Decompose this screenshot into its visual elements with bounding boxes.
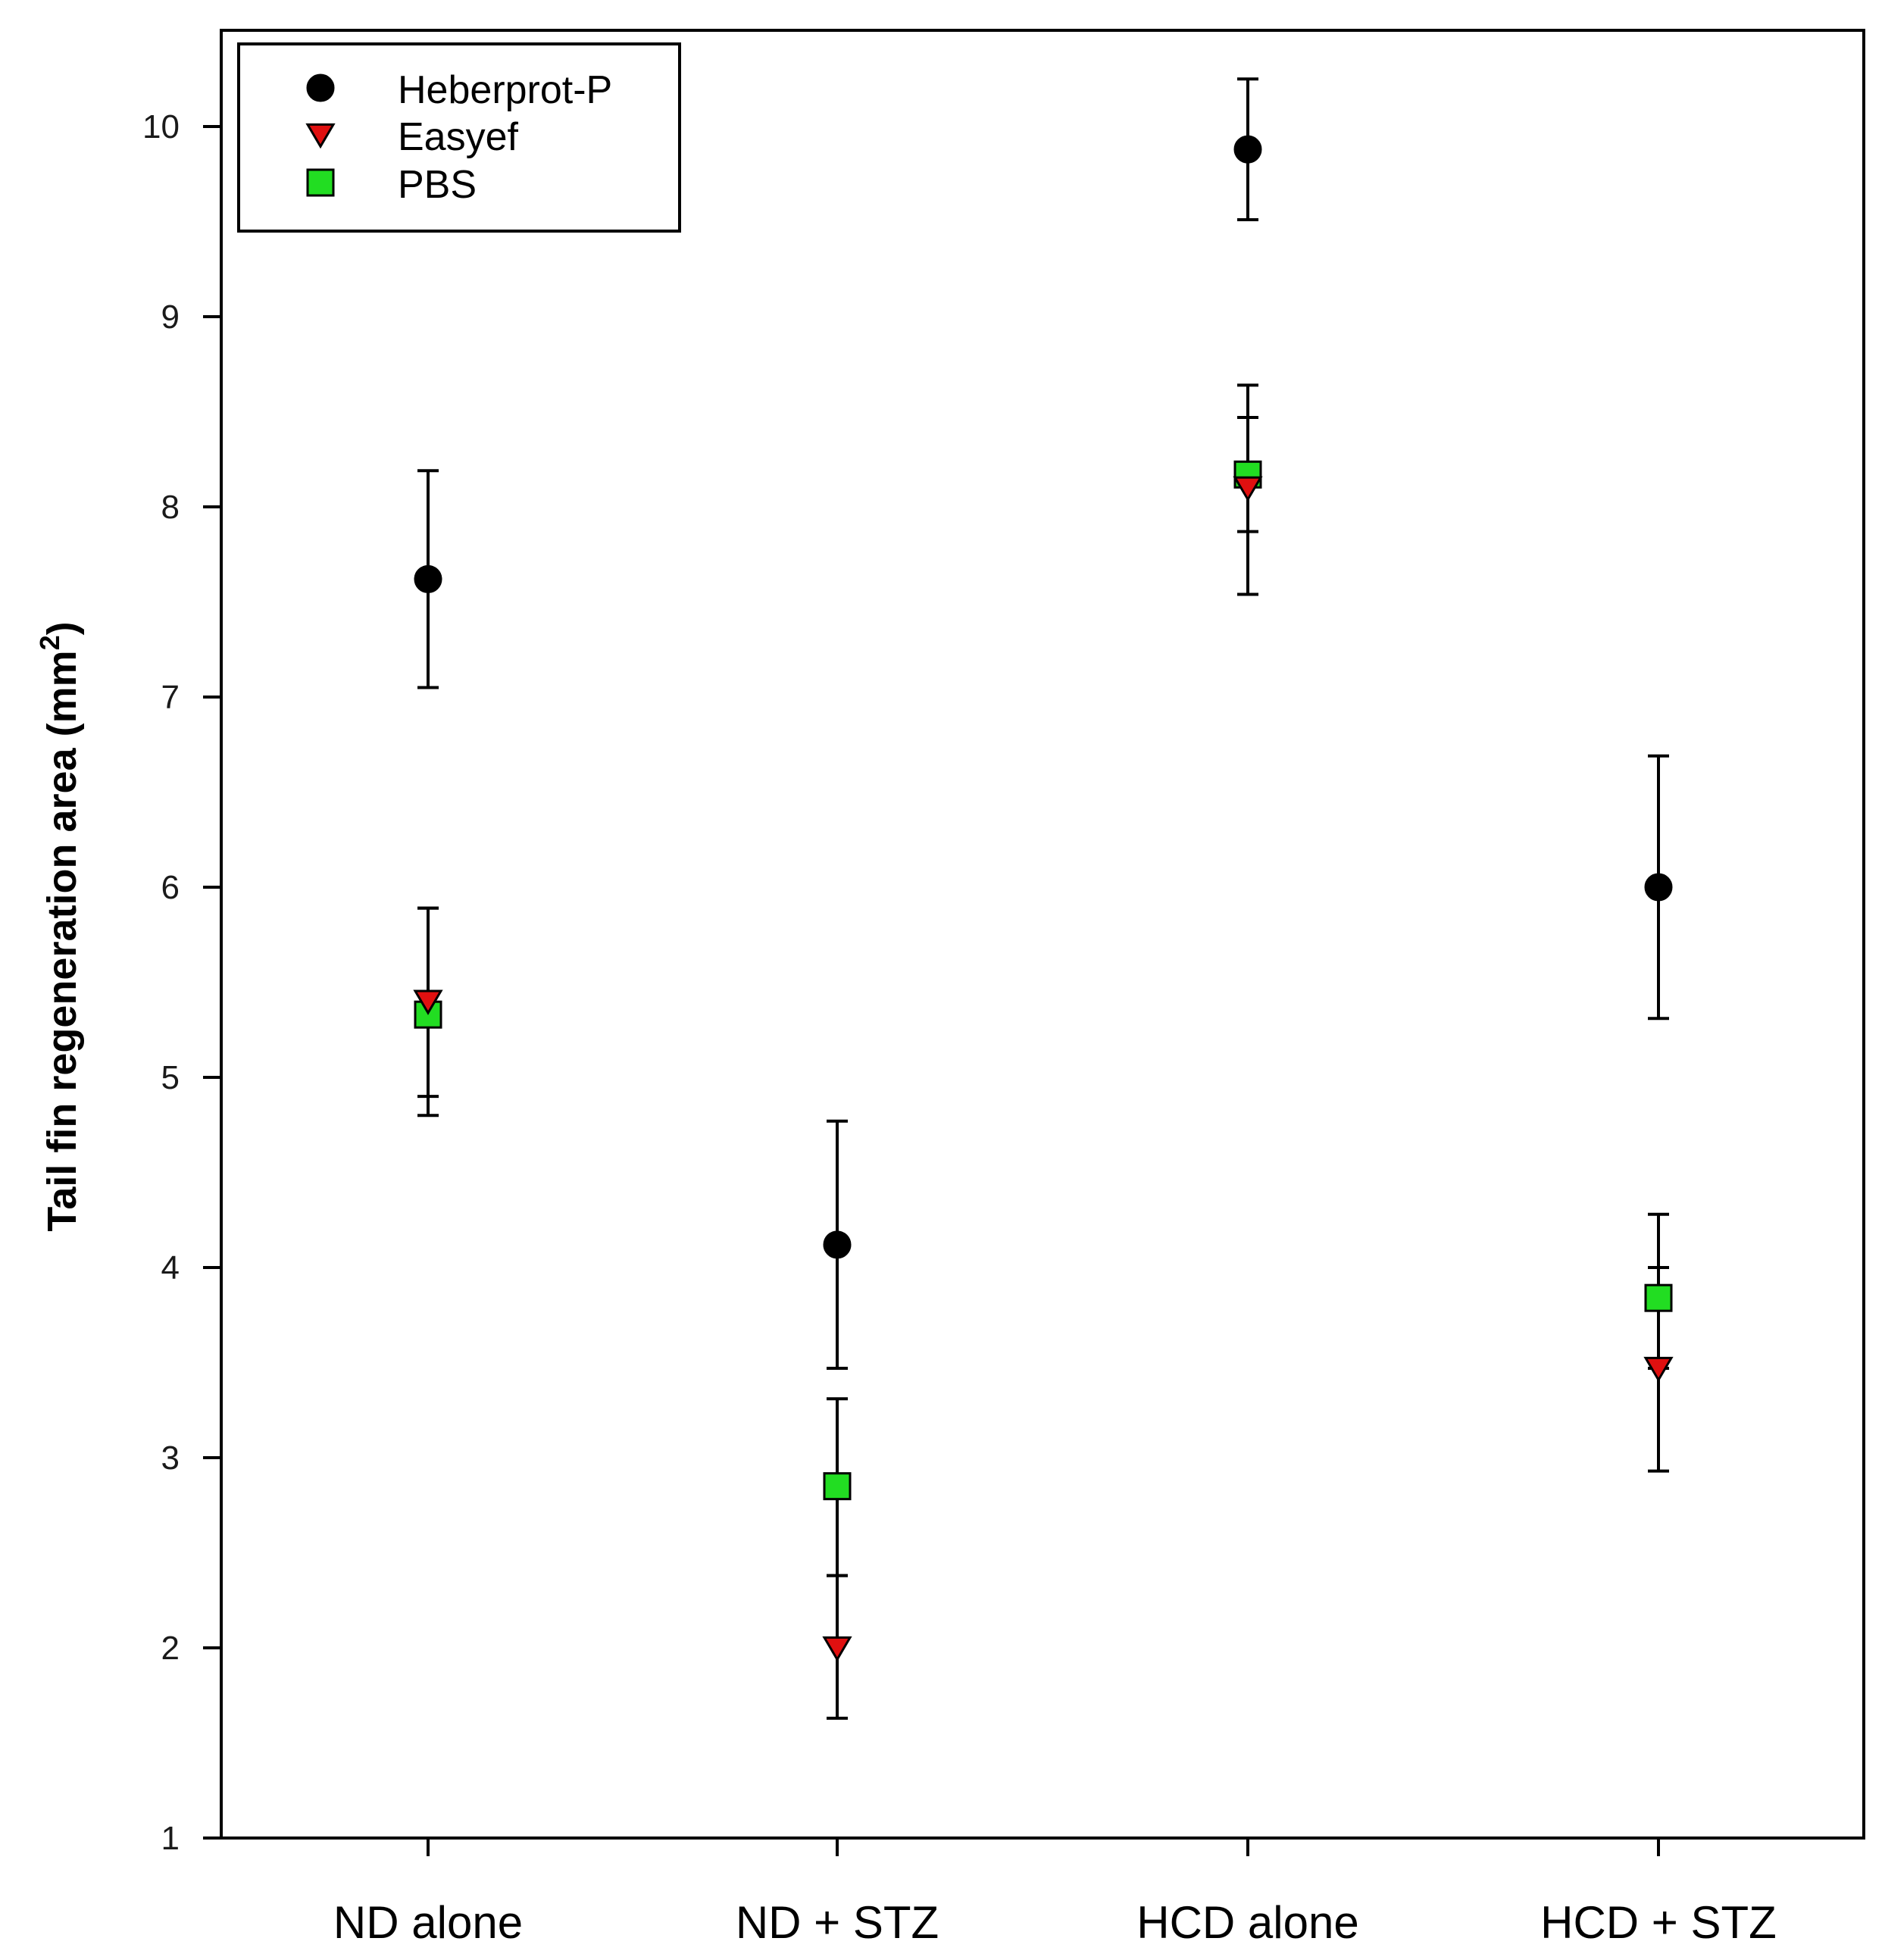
y-tick-label: 9 (161, 299, 180, 336)
y-tick-label: 2 (161, 1630, 180, 1667)
marker-easyef-3 (1643, 1356, 1674, 1383)
y-tick-label: 4 (161, 1249, 180, 1286)
legend-marker-easyef (305, 123, 336, 149)
y-tick-label: 1 (161, 1820, 180, 1857)
legend-box (237, 42, 681, 233)
x-category-label: HCD + STZ (1540, 1897, 1777, 1948)
x-category-label: ND alone (333, 1897, 523, 1948)
marker-heberprot-p-0 (414, 564, 442, 593)
plot-area-frame (220, 29, 1865, 1840)
y-tick-label: 7 (161, 679, 180, 716)
legend-marker-pbs (306, 168, 335, 197)
error-bars (417, 77, 1669, 1720)
marker-pbs-1 (823, 1472, 852, 1501)
y-axis-title-superscript: 2 (34, 635, 65, 650)
legend-label-pbs: PBS (398, 163, 477, 207)
marker-easyef-2 (1233, 476, 1263, 502)
x-axis: ND alone ND + STZ HCD alone HCD + STZ (333, 1838, 1777, 1948)
marker-heberprot-p-1 (823, 1230, 852, 1259)
legend-marker-heberprot-p (306, 73, 335, 102)
marker-heberprot-p-3 (1644, 873, 1673, 902)
x-category-label: ND + STZ (736, 1897, 939, 1948)
y-axis: 1 2 3 4 5 6 7 8 9 10 (142, 108, 221, 1857)
data-markers (413, 135, 1674, 1662)
y-tick-label: 5 (161, 1059, 180, 1096)
legend-label-easyef: Easyef (398, 115, 519, 159)
marker-pbs-3 (1644, 1283, 1673, 1312)
marker-heberprot-p-2 (1233, 135, 1262, 164)
y-tick-label: 6 (161, 869, 180, 906)
y-tick-label: 8 (161, 489, 180, 526)
y-axis-title-suffix: ) (39, 621, 85, 635)
x-category-label: HCD alone (1136, 1897, 1358, 1948)
y-tick-label: 10 (142, 108, 180, 145)
marker-easyef-1 (822, 1636, 852, 1662)
marker-easyef-0 (413, 989, 443, 1015)
y-axis-title: Tail fin regeneration area (mm2) (34, 621, 85, 1231)
y-tick-label: 3 (161, 1440, 180, 1477)
legend-label-heberprot-p: Heberprot-P (398, 68, 612, 112)
